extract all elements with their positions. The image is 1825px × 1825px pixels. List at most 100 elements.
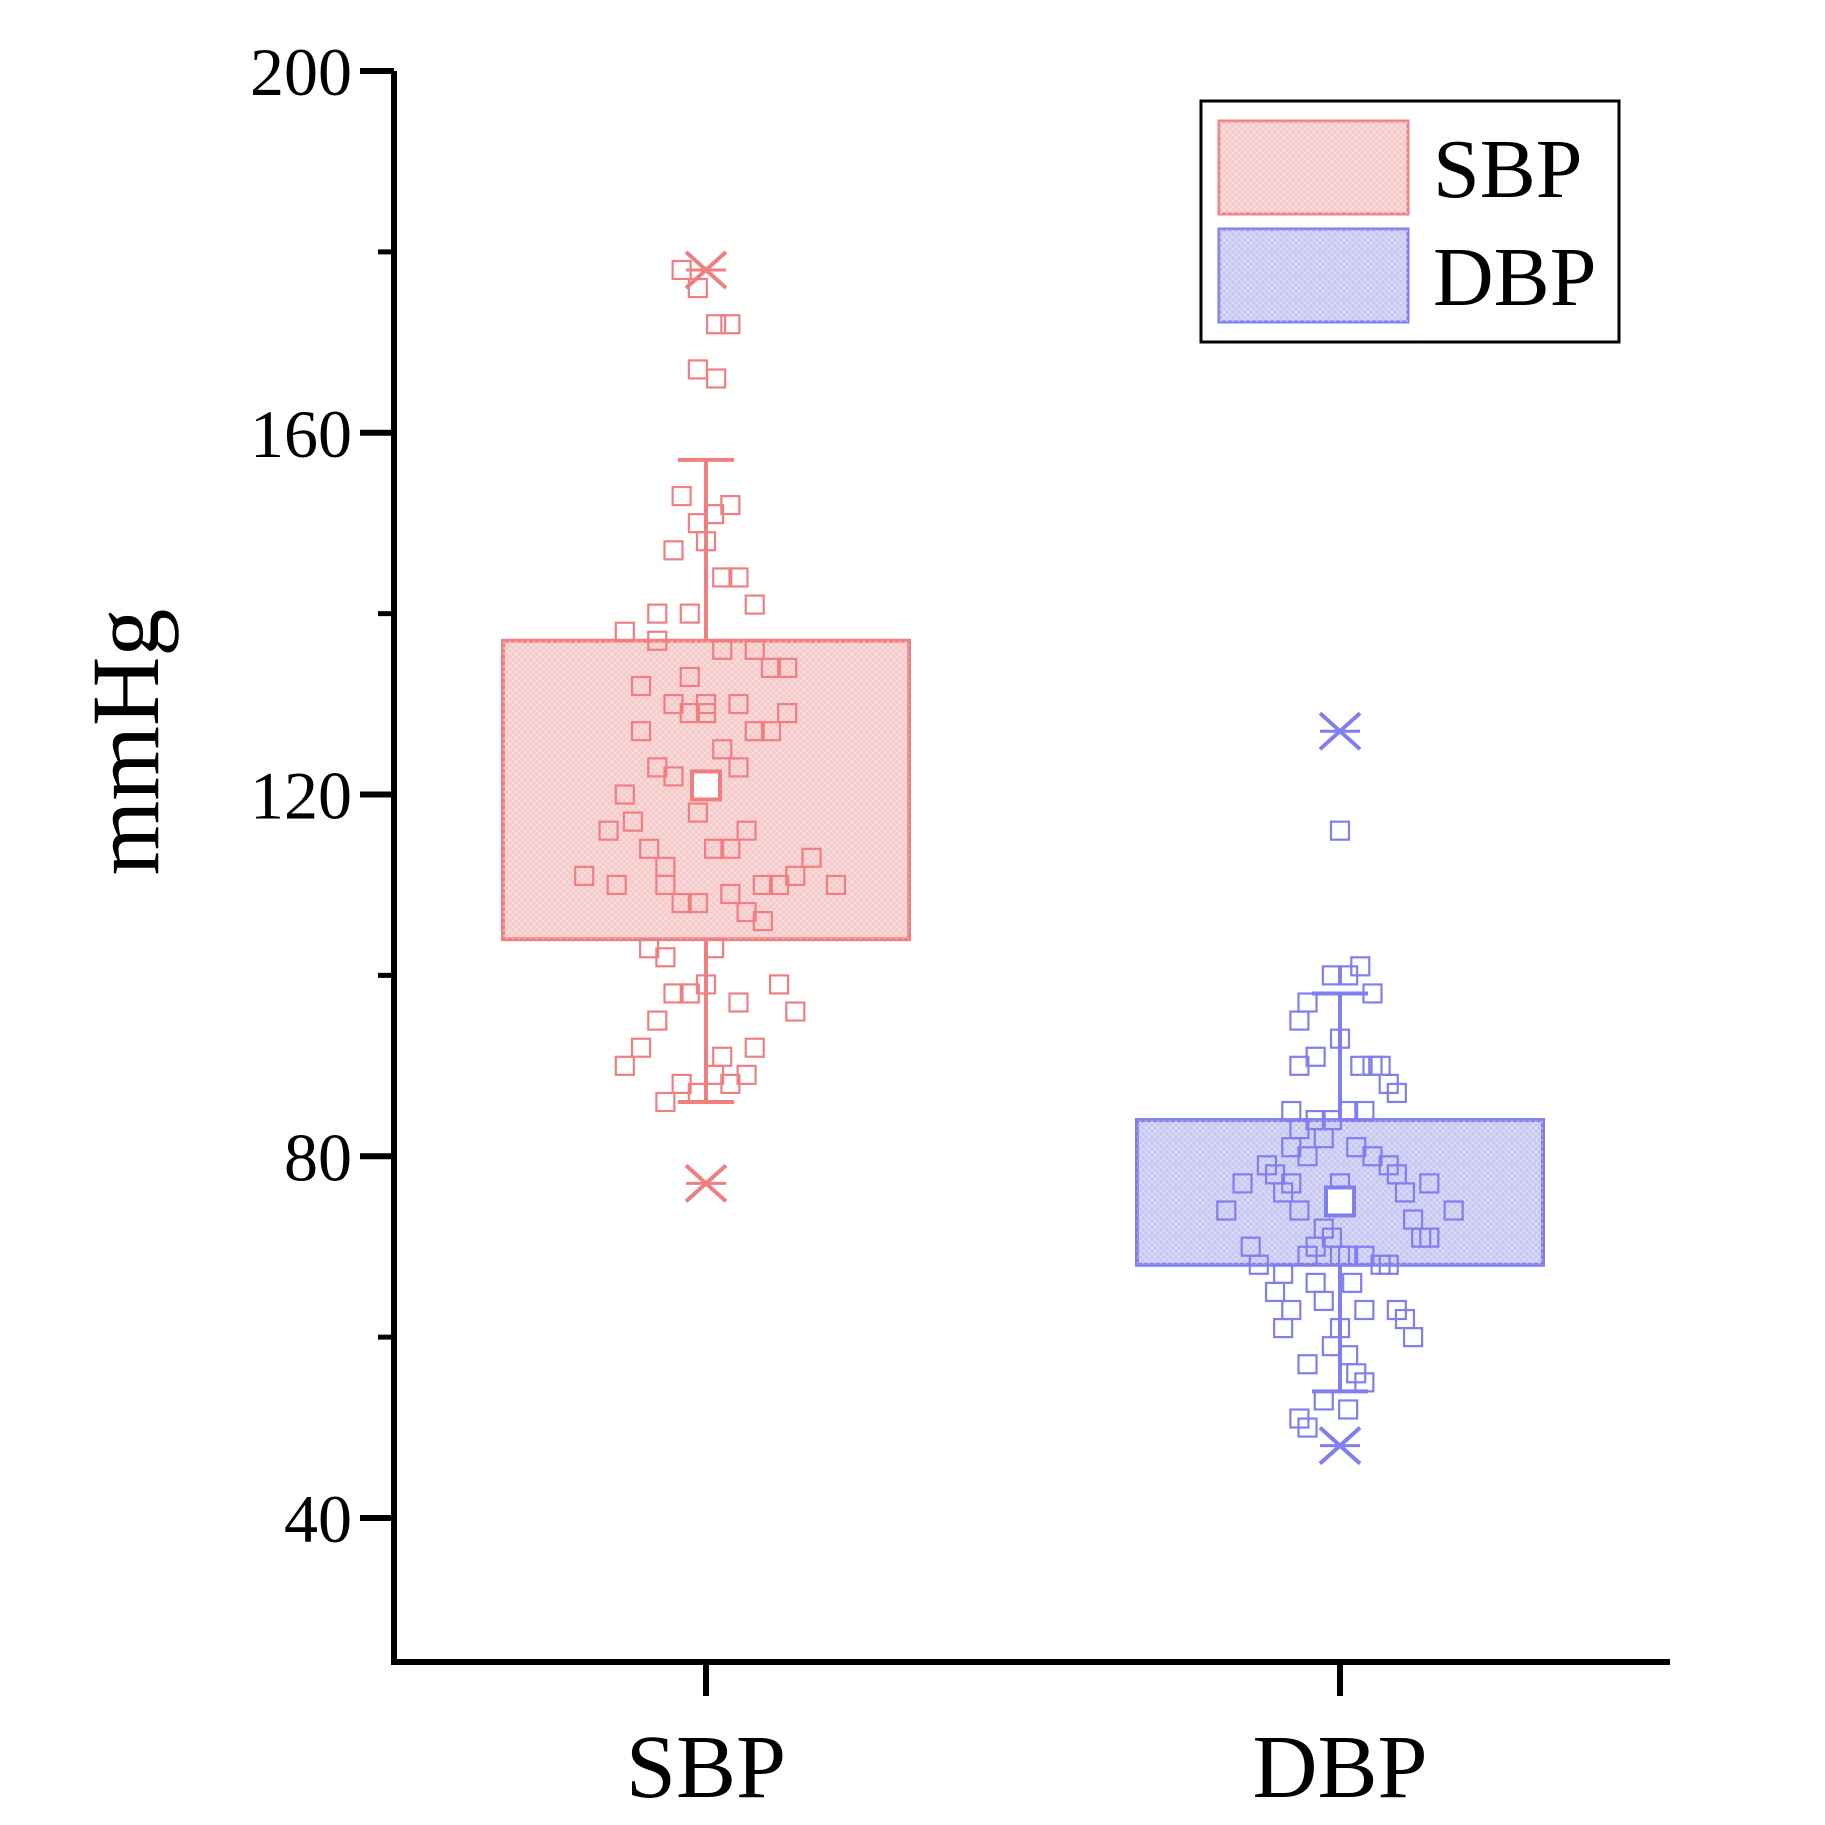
sbp-data-point — [720, 883, 741, 905]
dbp-data-point — [1273, 1182, 1294, 1203]
sbp-data-point — [655, 947, 676, 968]
dbp-data-point — [1313, 1128, 1334, 1149]
sbp-data-point — [712, 567, 733, 588]
x-tick-label-sbp: SBP — [626, 1718, 786, 1817]
sbp-data-point — [647, 603, 668, 624]
sbp-data-point — [606, 874, 627, 896]
legend-hatch-sbp — [1219, 121, 1408, 214]
axes — [391, 71, 1670, 1665]
dbp-data-point — [1402, 1327, 1424, 1348]
sbp-data-point — [720, 838, 741, 859]
sbp-data-point — [736, 820, 757, 841]
sbp-data-point — [679, 603, 700, 624]
dbp-data-point — [1419, 1227, 1440, 1248]
sbp-data-point — [671, 485, 692, 507]
sbp-data-point — [744, 1037, 765, 1058]
dbp-data-point — [1297, 1417, 1318, 1438]
y-axis-title: mmHg — [72, 609, 179, 876]
sbp-data-point — [768, 874, 790, 896]
dbp-data-point — [1216, 1200, 1237, 1221]
dbp-mean-marker — [1324, 1185, 1356, 1218]
sbp-data-point — [695, 703, 717, 724]
y-ticks: 40 80 120 160 200 — [250, 34, 394, 1557]
sbp-data-point — [728, 757, 749, 778]
dbp-data-point — [1289, 1010, 1310, 1031]
sbp-data-point — [744, 721, 765, 742]
sbp-data-point — [825, 874, 847, 896]
sbp-data-point — [728, 992, 749, 1013]
dbp-data-point — [1350, 1055, 1371, 1076]
sbp-data-point — [744, 639, 765, 660]
sbp-mean-marker — [690, 769, 722, 802]
sbp-data-point — [687, 892, 708, 914]
y-tick-label-40: 40 — [284, 1481, 352, 1557]
sbp-data-point — [671, 892, 692, 914]
sbp-data-point — [706, 314, 727, 335]
dbp-data-point — [1394, 1182, 1416, 1203]
dbp-data-point — [1297, 992, 1318, 1013]
dbp-data-point — [1281, 1100, 1302, 1122]
sbp-data-point — [801, 847, 822, 868]
sbp-data-point — [614, 784, 635, 805]
dbp-data-point — [1338, 965, 1359, 986]
dbp-data-point — [1329, 820, 1351, 841]
sbp-data-point — [622, 811, 644, 832]
y-tick-label-160: 160 — [250, 396, 352, 472]
sbp-data-point — [679, 983, 700, 1004]
sbp-data-point — [687, 1082, 708, 1104]
dbp-data-point — [1273, 1263, 1294, 1284]
dbp-data-point — [1248, 1254, 1269, 1275]
y-tick-label-200: 200 — [250, 34, 352, 110]
dbp-data-point — [1289, 1200, 1310, 1221]
sbp-data-point — [777, 703, 798, 724]
sbp-data-point — [720, 1073, 741, 1095]
x-ticks: SBP DBP — [626, 1662, 1428, 1817]
sbp-data-point — [704, 938, 725, 959]
sbp-data-point — [614, 1055, 635, 1076]
sbp-data-point — [679, 666, 700, 688]
sbp-data-point — [728, 693, 749, 715]
legend-hatch-dbp — [1219, 229, 1408, 322]
sbp-data-point — [712, 1046, 733, 1067]
sbp-data-point — [655, 1091, 676, 1113]
box-layer — [501, 457, 1545, 1394]
sbp-data-point — [760, 721, 782, 742]
data-points-layer — [574, 250, 1464, 1466]
legend: SBP DBP — [1199, 99, 1621, 344]
dbp-data-point — [1338, 1399, 1359, 1420]
sbp-data-point — [679, 703, 700, 724]
sbp-data-point — [663, 540, 684, 561]
sbp-data-point — [630, 721, 652, 742]
sbp-data-point — [655, 874, 676, 896]
sbp-data-point — [768, 974, 790, 995]
sbp-data-point — [663, 766, 684, 787]
legend-label-dbp: DBP — [1433, 231, 1596, 324]
dbp-data-point — [1386, 1082, 1407, 1104]
sbp-data-point — [785, 1001, 806, 1022]
legend-label-sbp: SBP — [1433, 123, 1582, 216]
dbp-data-point — [1273, 1317, 1294, 1339]
dbp-data-point — [1264, 1281, 1286, 1303]
dbp-data-point — [1342, 1272, 1363, 1293]
sbp-data-point — [614, 621, 635, 642]
sbp-data-point — [744, 594, 765, 615]
dbp-data-point — [1281, 1299, 1302, 1321]
sbp-data-point — [704, 838, 725, 859]
y-tick-label-80: 80 — [284, 1119, 352, 1195]
dbp-data-point — [1297, 1354, 1318, 1375]
sbp-data-point — [639, 838, 660, 859]
sbp-data-point — [712, 639, 733, 660]
sbp-data-point — [712, 739, 733, 760]
dbp-data-point — [1321, 965, 1342, 986]
dbp-data-point — [1354, 1100, 1375, 1122]
dbp-data-point — [1297, 1146, 1318, 1167]
sbp-data-point — [647, 630, 668, 651]
x-tick-label-dbp: DBP — [1252, 1718, 1427, 1817]
dbp-data-point — [1362, 983, 1383, 1004]
dbp-data-point — [1232, 1173, 1253, 1194]
dbp-data-point — [1443, 1200, 1464, 1221]
sbp-data-point — [630, 675, 652, 697]
dbp-data-point — [1305, 1272, 1326, 1293]
dbp-data-point — [1338, 1245, 1359, 1266]
